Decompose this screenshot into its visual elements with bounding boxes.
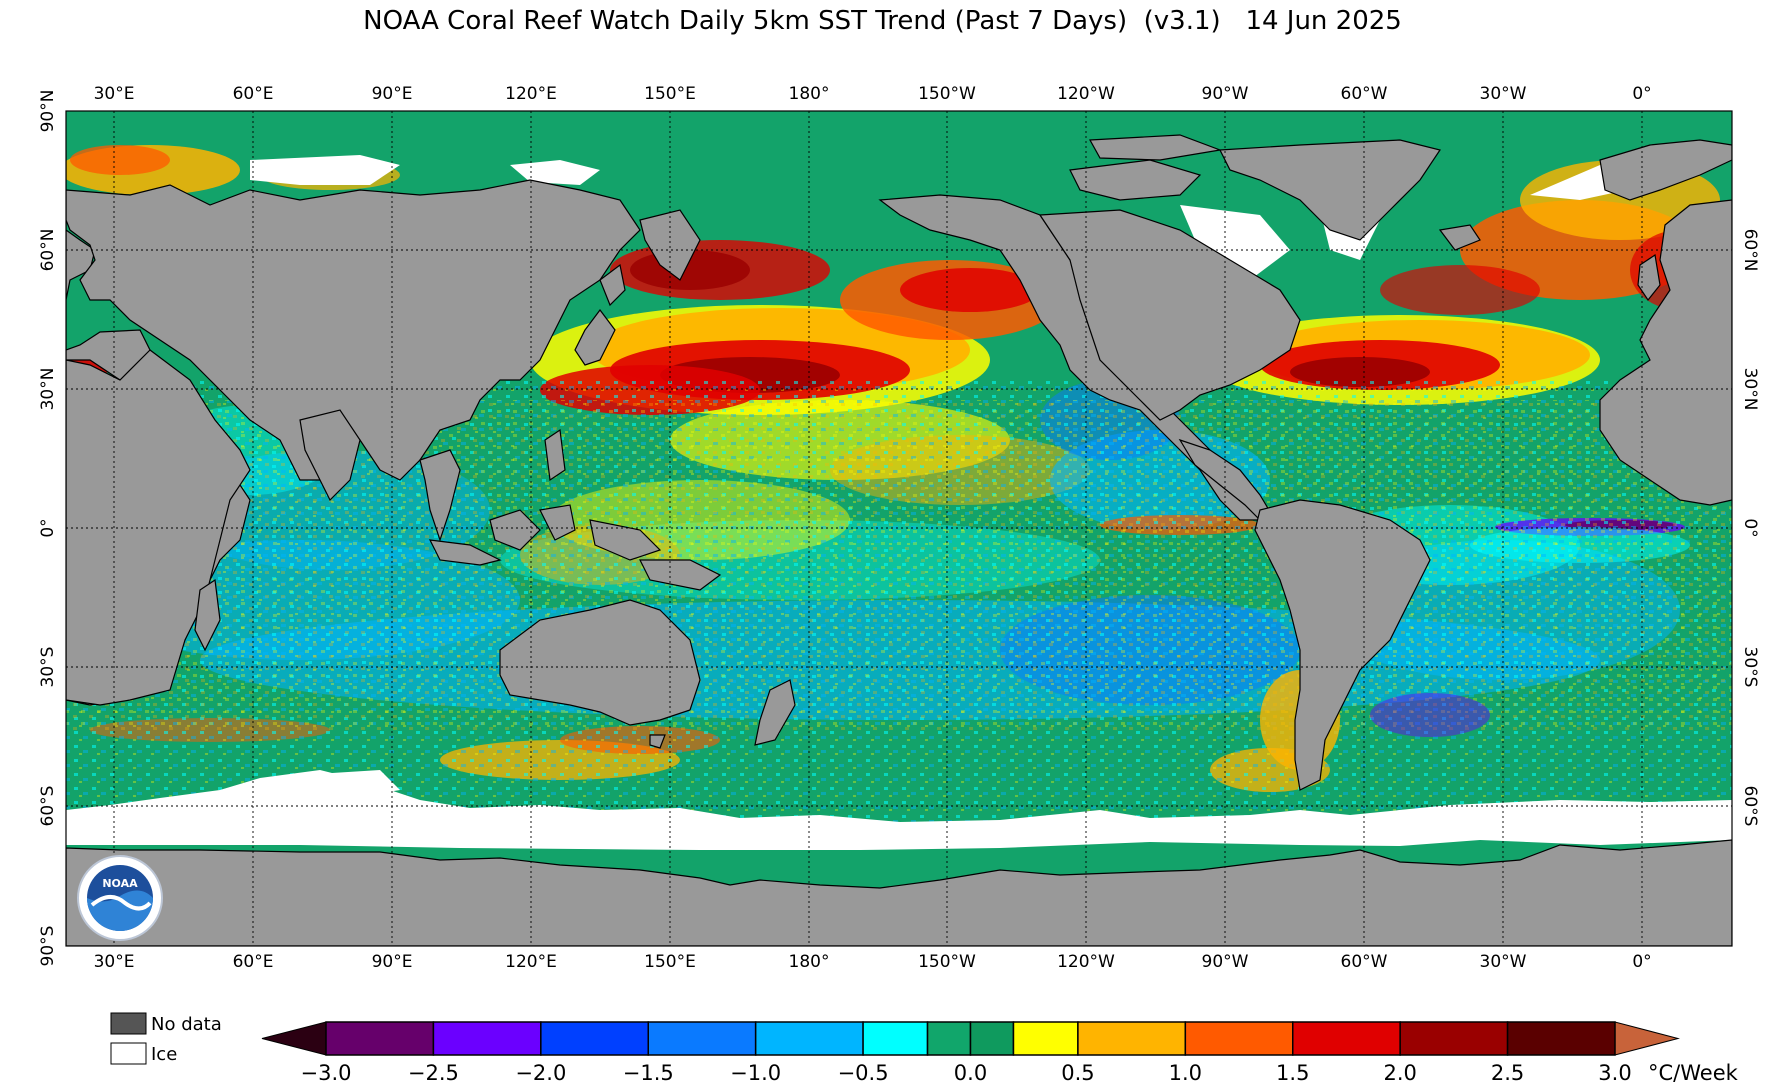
colorbar-tick-label: 1.5 bbox=[1276, 1061, 1309, 1085]
map-frame bbox=[65, 110, 1733, 947]
colorbar-tick-label: −1.0 bbox=[730, 1061, 781, 1085]
colorbar-tick-label: −2.5 bbox=[408, 1061, 459, 1085]
colorbar-tick-label: 2.0 bbox=[1383, 1061, 1416, 1085]
lon-label-bottom: 120°E bbox=[505, 952, 557, 972]
colorbar-bin bbox=[969, 1021, 1015, 1056]
colorbar-bin bbox=[1292, 1021, 1401, 1056]
lon-label-bottom: 0° bbox=[1632, 952, 1651, 972]
colorbar-bin bbox=[754, 1021, 864, 1056]
colorbar-tick-label: 3.0 bbox=[1598, 1061, 1631, 1085]
colorbar-tick-label: −2.0 bbox=[515, 1061, 566, 1085]
lon-label-bottom: 180° bbox=[789, 952, 830, 972]
lat-label-right: 0° bbox=[1740, 518, 1760, 537]
lon-label-top: 180° bbox=[789, 84, 830, 104]
right-latitude-labels: 60°N 30°N 0° 30°S 60°S bbox=[1740, 229, 1760, 827]
lon-label-bottom: 90°E bbox=[372, 952, 413, 972]
lat-label-right: 30°N bbox=[1740, 368, 1760, 411]
data-legend: No data Ice bbox=[110, 1012, 222, 1065]
colorbar-under-arrow bbox=[261, 1021, 327, 1056]
svg-text:NOAA: NOAA bbox=[102, 877, 138, 890]
no-data-label: No data bbox=[151, 1014, 222, 1035]
colorbar-tick-labels: −3.0 −2.5 −2.0 −1.5 −1.0 −0.5 0.0 0.5 1.0 1.5 2.0 2… bbox=[301, 1061, 1632, 1085]
colorbar-bin bbox=[1184, 1021, 1294, 1056]
colorbar-tick-label: 0.5 bbox=[1061, 1061, 1094, 1085]
lon-label-bottom: 60°E bbox=[233, 952, 274, 972]
colorbar-bin bbox=[1077, 1021, 1187, 1056]
colorbar-unit-label: °C/Week bbox=[1648, 1061, 1739, 1085]
lon-label-bottom: 150°E bbox=[644, 952, 696, 972]
lon-label-top: 0° bbox=[1632, 84, 1651, 104]
lon-label-top: 30°E bbox=[94, 84, 135, 104]
lon-label-bottom: 30°E bbox=[94, 952, 135, 972]
colorbar-bin bbox=[862, 1021, 929, 1056]
land bbox=[66, 134, 1732, 946]
bottom-longitude-labels: 30°E 60°E 90°E 120°E 150°E 180° 150°W 12… bbox=[94, 952, 1652, 972]
colorbar-tick-label: 0.0 bbox=[954, 1061, 987, 1085]
lat-label-left: 30°S bbox=[38, 647, 58, 688]
colorbar-tick-label: −3.0 bbox=[301, 1061, 352, 1085]
lat-label-right: 60°S bbox=[1740, 786, 1760, 827]
colorbar-bin bbox=[540, 1021, 649, 1056]
map-area bbox=[66, 111, 1732, 946]
lon-label-bottom: 60°W bbox=[1341, 952, 1388, 972]
top-longitude-labels: 30°E 60°E 90°E 120°E 150°E 180° 150°W 12… bbox=[94, 84, 1652, 104]
lat-label-left: 90°N bbox=[38, 90, 58, 133]
colorbar-bin bbox=[432, 1021, 542, 1056]
lon-label-top: 60°E bbox=[233, 84, 274, 104]
lon-label-top: 150°E bbox=[644, 84, 696, 104]
lon-label-top: 30°W bbox=[1480, 84, 1527, 104]
lon-label-top: 150°W bbox=[918, 84, 976, 104]
colorbar-bin bbox=[1012, 1021, 1079, 1056]
ice-swatch bbox=[110, 1042, 147, 1065]
lon-label-top: 60°W bbox=[1341, 84, 1388, 104]
lon-label-bottom: 30°W bbox=[1480, 952, 1527, 972]
lat-label-right: 60°N bbox=[1740, 229, 1760, 272]
colorbar bbox=[261, 1021, 1680, 1056]
lat-label-right: 30°S bbox=[1740, 647, 1760, 688]
lon-label-top: 120°W bbox=[1057, 84, 1115, 104]
lat-label-left: 90°S bbox=[38, 926, 58, 967]
lat-label-left: 0° bbox=[38, 518, 58, 537]
colorbar-tick-label: 1.0 bbox=[1169, 1061, 1202, 1085]
ice-label: Ice bbox=[151, 1044, 177, 1065]
no-data-swatch bbox=[110, 1012, 147, 1035]
lat-label-left: 60°S bbox=[38, 786, 58, 827]
colorbar-tick-label: 2.5 bbox=[1491, 1061, 1524, 1085]
gridlines bbox=[66, 111, 1732, 946]
lon-label-top: 120°E bbox=[505, 84, 557, 104]
lat-label-left: 60°N bbox=[38, 229, 58, 272]
colorbar-bin bbox=[926, 1021, 972, 1056]
colorbar-bin bbox=[325, 1021, 435, 1056]
colorbar-over-arrow bbox=[1614, 1021, 1680, 1056]
lat-label-left: 30°N bbox=[38, 368, 58, 411]
noaa-logo: NOAA bbox=[77, 855, 163, 941]
lon-label-top: 90°W bbox=[1202, 84, 1249, 104]
lon-label-top: 90°E bbox=[372, 84, 413, 104]
left-latitude-labels: 90°N 60°N 30°N 0° 30°S 60°S 90°S bbox=[38, 90, 58, 967]
page-title: NOAA Coral Reef Watch Daily 5km SST Tren… bbox=[363, 6, 1402, 36]
lon-label-bottom: 150°W bbox=[918, 952, 976, 972]
colorbar-bin bbox=[1399, 1021, 1509, 1056]
colorbar-tick-label: −1.5 bbox=[623, 1061, 674, 1085]
lon-label-bottom: 90°W bbox=[1202, 952, 1249, 972]
lon-label-bottom: 120°W bbox=[1057, 952, 1115, 972]
colorbar-tick-label: −0.5 bbox=[838, 1061, 889, 1085]
colorbar-bin bbox=[647, 1021, 757, 1056]
colorbar-bin bbox=[1506, 1021, 1616, 1056]
